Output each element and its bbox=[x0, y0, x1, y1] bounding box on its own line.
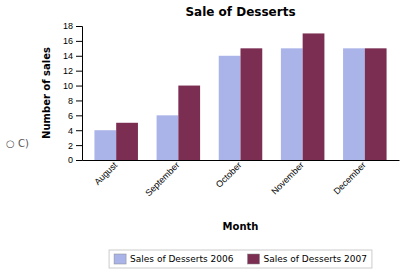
tick-label: 14 bbox=[63, 51, 73, 61]
tick-label: 0 bbox=[68, 155, 73, 165]
tick-mark bbox=[76, 71, 82, 72]
chart: 0 2 4 6 8 10 12 14 16 18 August September October Nov… bbox=[0, 0, 413, 277]
bar bbox=[303, 33, 325, 160]
x-axis: August September October November December bbox=[83, 160, 400, 199]
tick-label: 2 bbox=[68, 140, 73, 150]
bar bbox=[241, 48, 263, 160]
bar bbox=[219, 56, 241, 160]
bar-series bbox=[116, 33, 386, 160]
legend-swatch bbox=[248, 254, 260, 264]
tick-mark bbox=[76, 86, 82, 87]
tick-mark bbox=[76, 115, 82, 116]
tick-label: August bbox=[92, 160, 119, 187]
bar bbox=[116, 123, 138, 160]
tick-mark bbox=[76, 41, 82, 42]
tick-label: September bbox=[143, 160, 181, 198]
title: Sale of Desserts bbox=[185, 5, 295, 19]
legend-frame bbox=[109, 250, 372, 268]
tick-label: December bbox=[331, 160, 367, 196]
tick: 2 bbox=[68, 140, 82, 150]
tick: 8 bbox=[68, 96, 82, 106]
annotation: ○ C) bbox=[6, 138, 29, 149]
x-axis-title: Month bbox=[223, 221, 259, 232]
bar bbox=[343, 48, 365, 160]
tick: 4 bbox=[68, 126, 82, 136]
tick-mark bbox=[76, 145, 82, 146]
tick-mark bbox=[76, 160, 82, 161]
tick: 0 bbox=[68, 155, 82, 165]
tick: September bbox=[143, 160, 181, 198]
bar bbox=[94, 130, 116, 160]
tick: 18 bbox=[63, 21, 82, 31]
tick-label: 12 bbox=[63, 66, 73, 76]
plot: 0 2 4 6 8 10 12 14 16 18 August September October Nov… bbox=[63, 21, 400, 198]
tick-label: November bbox=[269, 160, 305, 196]
tick-label: 18 bbox=[63, 21, 73, 31]
tick: 10 bbox=[63, 81, 82, 91]
y-axis-title: Number of sales bbox=[41, 47, 52, 139]
tick: October bbox=[214, 160, 244, 190]
tick-label: 6 bbox=[68, 111, 73, 121]
legend: Sales of Desserts 2006 Sales of Desserts … bbox=[109, 250, 372, 268]
tick: 6 bbox=[68, 111, 82, 121]
tick: 12 bbox=[63, 66, 82, 76]
tick-label: 16 bbox=[63, 36, 73, 46]
bar bbox=[157, 115, 179, 160]
legend-item: Sales of Desserts 2006 bbox=[114, 254, 234, 265]
legend-label: Sales of Desserts 2007 bbox=[264, 254, 367, 264]
bar bbox=[281, 48, 303, 160]
tick: November bbox=[269, 160, 305, 196]
bars bbox=[94, 33, 386, 160]
y-axis: 0 2 4 6 8 10 12 14 16 18 bbox=[63, 21, 83, 165]
tick-mark bbox=[76, 26, 82, 27]
tick-label: October bbox=[214, 160, 244, 190]
tick: 16 bbox=[63, 36, 82, 46]
tick: 14 bbox=[63, 51, 82, 61]
tick-mark bbox=[76, 100, 82, 101]
tick: August bbox=[92, 160, 119, 187]
axis-line bbox=[76, 27, 83, 161]
tick-mark bbox=[76, 56, 82, 57]
legend-swatch bbox=[114, 254, 126, 264]
bar bbox=[365, 48, 387, 160]
tick-label: 10 bbox=[63, 81, 73, 91]
tick-label: 8 bbox=[68, 96, 73, 106]
tick-mark bbox=[76, 130, 82, 131]
bar bbox=[178, 86, 200, 160]
tick: December bbox=[331, 160, 367, 196]
legend-item: Sales of Desserts 2007 bbox=[248, 254, 367, 265]
tick-label: 4 bbox=[68, 126, 73, 136]
axis-line bbox=[83, 160, 400, 161]
legend-label: Sales of Desserts 2006 bbox=[130, 254, 234, 264]
